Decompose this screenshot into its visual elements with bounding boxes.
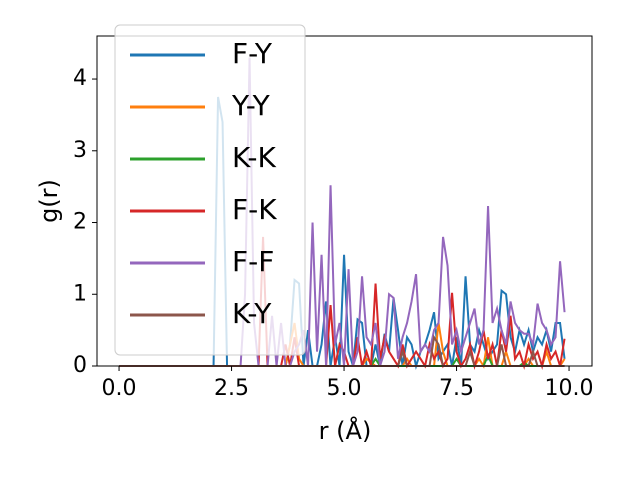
y-axis-label: g(r) — [35, 179, 63, 223]
y-tick-label: 0 — [73, 353, 87, 378]
legend-label: K-K — [232, 141, 277, 174]
legend: F-Y Y-Y K-K F-K F-F K-Y — [114, 24, 306, 356]
legend-label: K-Y — [232, 297, 272, 330]
y-tick-label: 2 — [73, 210, 87, 235]
x-tick-label: 7.5 — [439, 376, 474, 401]
x-tick-label: 0.0 — [102, 376, 137, 401]
legend-label: F-K — [232, 193, 277, 226]
y-tick-label: 1 — [73, 281, 87, 306]
y-tick-label: 4 — [73, 66, 87, 91]
legend-label: F-F — [232, 245, 274, 278]
legend-label: F-Y — [232, 37, 273, 70]
legend-label: Y-Y — [231, 89, 271, 122]
x-tick-label: 2.5 — [214, 376, 249, 401]
x-tick-label: 5.0 — [327, 376, 362, 401]
x-tick-label: 10.0 — [545, 376, 594, 401]
x-axis-label: r (Å) — [319, 416, 372, 445]
y-tick-label: 3 — [73, 138, 87, 163]
legend-frame — [114, 24, 306, 356]
